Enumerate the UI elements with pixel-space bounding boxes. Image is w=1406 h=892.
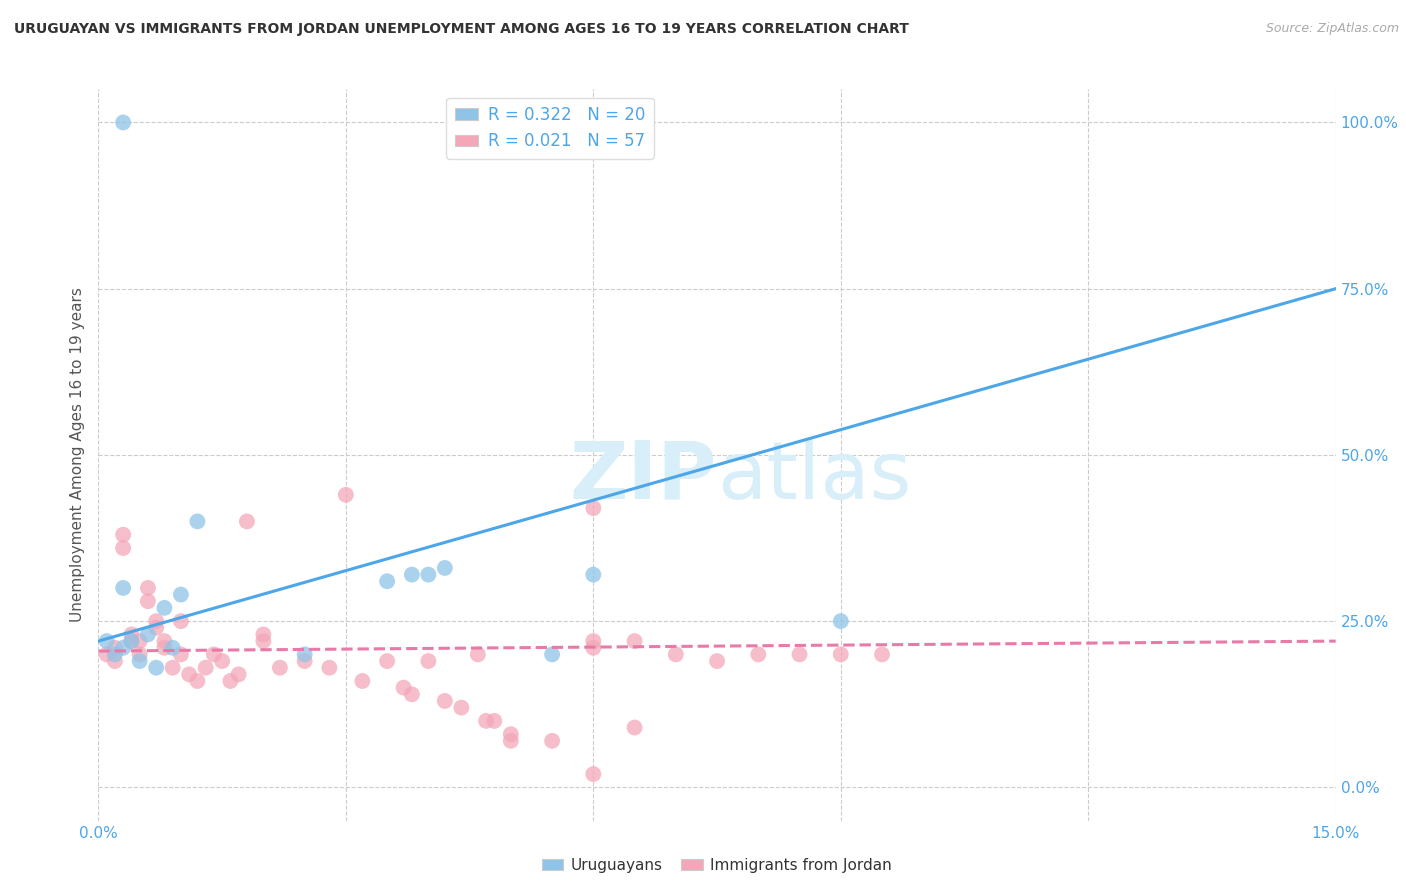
Point bbox=[145, 614, 167, 628]
Point bbox=[623, 634, 645, 648]
Point bbox=[252, 634, 274, 648]
Point bbox=[186, 673, 208, 688]
Point bbox=[499, 734, 522, 748]
Point bbox=[706, 654, 728, 668]
Point bbox=[186, 515, 208, 529]
Point bbox=[136, 594, 159, 608]
Point bbox=[228, 667, 250, 681]
Point bbox=[153, 634, 176, 648]
Point bbox=[153, 600, 176, 615]
Point bbox=[830, 648, 852, 662]
Point bbox=[252, 627, 274, 641]
Point bbox=[870, 648, 893, 662]
Point bbox=[170, 614, 193, 628]
Point bbox=[392, 681, 415, 695]
Point bbox=[153, 640, 176, 655]
Point bbox=[623, 721, 645, 735]
Point bbox=[145, 621, 167, 635]
Point bbox=[418, 654, 440, 668]
Point bbox=[112, 541, 135, 555]
Point bbox=[484, 714, 506, 728]
Point bbox=[475, 714, 498, 728]
Point bbox=[582, 640, 605, 655]
Text: ZIP: ZIP bbox=[569, 438, 717, 516]
Point bbox=[541, 734, 564, 748]
Point bbox=[211, 654, 233, 668]
Point bbox=[467, 648, 489, 662]
Point bbox=[104, 648, 127, 662]
Point bbox=[170, 648, 193, 662]
Point bbox=[418, 567, 440, 582]
Point bbox=[104, 654, 127, 668]
Point bbox=[294, 654, 316, 668]
Point bbox=[294, 648, 316, 662]
Point bbox=[128, 654, 150, 668]
Point bbox=[219, 673, 242, 688]
Text: URUGUAYAN VS IMMIGRANTS FROM JORDAN UNEMPLOYMENT AMONG AGES 16 TO 19 YEARS CORRE: URUGUAYAN VS IMMIGRANTS FROM JORDAN UNEM… bbox=[14, 22, 908, 37]
Point bbox=[582, 501, 605, 516]
Point bbox=[499, 727, 522, 741]
Point bbox=[541, 648, 564, 662]
Point bbox=[136, 627, 159, 641]
Point bbox=[335, 488, 357, 502]
Point bbox=[352, 673, 374, 688]
Point bbox=[120, 634, 142, 648]
Point bbox=[401, 567, 423, 582]
Point bbox=[179, 667, 201, 681]
Point bbox=[96, 648, 118, 662]
Point bbox=[375, 654, 398, 668]
Point bbox=[104, 640, 127, 655]
Point bbox=[96, 634, 118, 648]
Point bbox=[433, 694, 456, 708]
Point bbox=[128, 648, 150, 662]
Point bbox=[128, 634, 150, 648]
Y-axis label: Unemployment Among Ages 16 to 19 years: Unemployment Among Ages 16 to 19 years bbox=[69, 287, 84, 623]
Point bbox=[112, 115, 135, 129]
Point bbox=[112, 527, 135, 541]
Point bbox=[112, 640, 135, 655]
Point bbox=[375, 574, 398, 589]
Point bbox=[401, 687, 423, 701]
Point bbox=[112, 581, 135, 595]
Point bbox=[145, 661, 167, 675]
Text: Source: ZipAtlas.com: Source: ZipAtlas.com bbox=[1265, 22, 1399, 36]
Point bbox=[120, 634, 142, 648]
Point bbox=[136, 581, 159, 595]
Point bbox=[269, 661, 291, 675]
Point bbox=[665, 648, 688, 662]
Point bbox=[830, 614, 852, 628]
Point bbox=[236, 515, 259, 529]
Point bbox=[162, 661, 184, 675]
Point bbox=[747, 648, 769, 662]
Point bbox=[789, 648, 811, 662]
Point bbox=[194, 661, 217, 675]
Point bbox=[450, 700, 472, 714]
Point bbox=[582, 634, 605, 648]
Point bbox=[582, 567, 605, 582]
Point bbox=[202, 648, 225, 662]
Point bbox=[120, 627, 142, 641]
Point bbox=[170, 588, 193, 602]
Point bbox=[433, 561, 456, 575]
Point bbox=[582, 767, 605, 781]
Point bbox=[162, 640, 184, 655]
Legend: Uruguayans, Immigrants from Jordan: Uruguayans, Immigrants from Jordan bbox=[536, 852, 898, 879]
Text: atlas: atlas bbox=[717, 438, 911, 516]
Point bbox=[318, 661, 340, 675]
